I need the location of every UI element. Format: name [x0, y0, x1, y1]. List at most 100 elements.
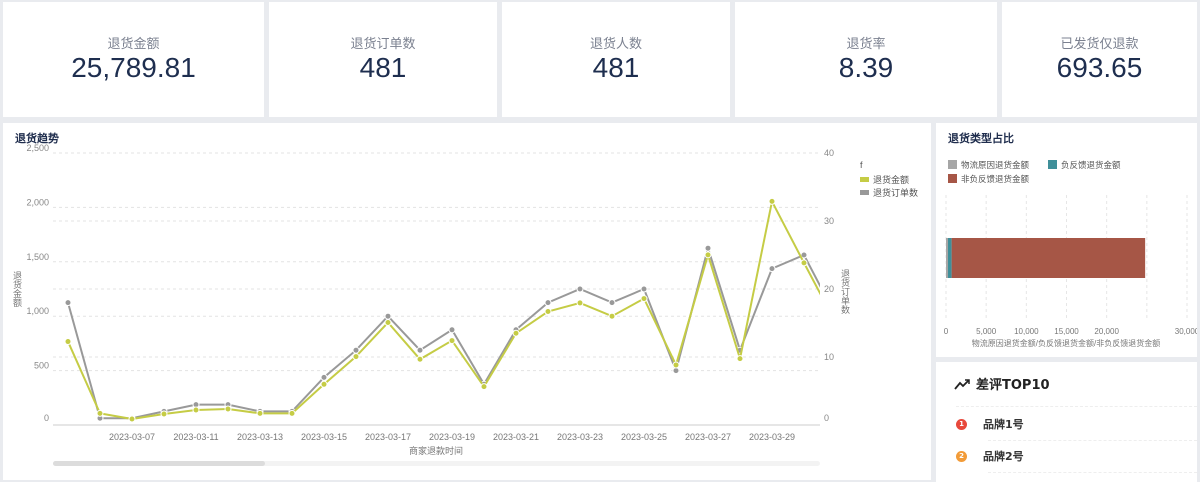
data-point — [192, 406, 200, 414]
data-point — [608, 299, 616, 307]
data-point — [128, 415, 136, 423]
kpi-refund-only: 已发货仅退款 693.65 — [1002, 2, 1197, 117]
kpi-label: 退货金额 — [107, 37, 160, 52]
brand-name: 品牌1号 — [983, 418, 1024, 431]
data-point — [384, 319, 392, 327]
legend-swatch — [860, 177, 869, 182]
y-axis-title: 退货金额 — [12, 271, 22, 308]
data-point — [640, 295, 648, 303]
kpi-value: 481 — [359, 52, 407, 83]
trend-title: 退货趋势 — [15, 132, 59, 145]
horizontal-scrollbar-thumb[interactable] — [53, 461, 265, 466]
legend-title: f — [860, 160, 863, 170]
x-tick-label: 2023-03-19 — [429, 432, 475, 442]
series-line-0 — [67, 198, 820, 421]
trend-panel: 退货趋势 0 500 1,000 1,500 2,000 2,500 0 10 20 30 40 20… — [3, 123, 931, 480]
legend-label: 负反馈退货金额 — [1061, 160, 1121, 170]
kpi-return-rate: 退货率 8.39 — [735, 2, 997, 117]
divider — [988, 472, 1197, 473]
legend-swatch — [948, 174, 957, 183]
y-tick-label: 2,500 — [26, 143, 49, 153]
data-point — [768, 197, 776, 205]
data-point — [320, 373, 328, 381]
divider — [956, 406, 1197, 407]
kpi-label: 退货率 — [846, 37, 886, 52]
data-point — [672, 361, 680, 369]
y2-tick-label: 0 — [824, 413, 829, 423]
kpi-label: 已发货仅退款 — [1060, 37, 1139, 52]
ranking-title: 差评TOP10 — [976, 378, 1050, 393]
x-tick-label: 2023-03-27 — [685, 432, 731, 442]
data-point — [544, 299, 552, 307]
type-share-chart: 0 5,000 10,000 15,000 20,000 30,000 物流原因退货金额/负… — [944, 160, 1197, 348]
data-point — [64, 338, 72, 346]
data-point — [352, 353, 360, 361]
ranking-item[interactable]: 1 品牌1号 — [956, 409, 1024, 439]
kpi-return-orders: 退货订单数 481 — [269, 2, 497, 117]
x-tick-label: 2023-03-25 — [621, 432, 667, 442]
kpi-value: 693.65 — [1056, 52, 1143, 83]
data-point — [416, 355, 424, 363]
ranking-item[interactable]: 3品牌3号 — [956, 473, 1024, 482]
legend-label: 退货金额 — [873, 174, 909, 185]
x-tick-label: 5,000 — [976, 327, 997, 336]
kpi-value: 481 — [592, 52, 640, 83]
legend-swatch — [1048, 160, 1057, 169]
y-tick-label: 2,000 — [26, 197, 49, 207]
y2-tick-label: 20 — [824, 284, 834, 294]
x-tick-label: 20,000 — [1094, 327, 1119, 336]
legend-label: 非负反馈退货金额 — [961, 174, 1030, 184]
data-point — [448, 337, 456, 345]
legend-label: 退货订单数 — [873, 187, 918, 198]
x-tick-label: 2023-03-15 — [301, 432, 347, 442]
x-tick-label: 2023-03-17 — [365, 432, 411, 442]
kpi-label: 退货人数 — [589, 37, 642, 52]
bar-segment-1 — [948, 238, 952, 278]
data-point — [544, 308, 552, 316]
x-tick-label: 15,000 — [1054, 327, 1079, 336]
data-point — [384, 312, 392, 320]
data-point — [608, 312, 616, 320]
plot-area — [64, 197, 839, 423]
type-share-title: 退货类型占比 — [948, 132, 1014, 145]
rank-badge: 1 — [956, 418, 967, 430]
brand-name: 品牌2号 — [983, 450, 1024, 463]
data-point — [736, 355, 744, 363]
type-share-panel: 退货类型占比 0 5,000 10,000 15,000 20,000 30,000 物流原… — [936, 123, 1197, 357]
kpi-value: 8.39 — [838, 52, 894, 83]
y-tick-label: 1,500 — [26, 252, 49, 262]
legend-swatch — [948, 160, 957, 169]
x-tick-label: 2023-03-13 — [237, 432, 283, 442]
data-point — [288, 409, 296, 417]
x-tick-label: 2023-03-29 — [749, 432, 795, 442]
y2-tick-label: 30 — [824, 216, 834, 226]
y-tick-label: 500 — [34, 361, 49, 371]
x-tick-label: 2023-03-07 — [109, 432, 155, 442]
x-tick-label: 2023-03-21 — [493, 432, 539, 442]
ranking-panel: 差评TOP10 1 品牌1号 2 品牌2号 3品牌3号 — [936, 362, 1197, 482]
data-point — [800, 259, 808, 267]
data-point — [224, 405, 232, 413]
kpi-label: 退货订单数 — [350, 37, 416, 52]
divider — [988, 440, 1197, 441]
x-axis-title: 物流原因退货金额/负反馈退货金额/非负反馈退货金额 — [972, 338, 1160, 348]
y2-tick-label: 40 — [824, 148, 834, 158]
data-point — [833, 313, 839, 319]
y2-axis-title: 退货订单数 — [840, 269, 850, 315]
data-point — [480, 383, 488, 391]
y-tick-label: 0 — [44, 413, 49, 423]
ranking-item[interactable]: 2 品牌2号 — [956, 441, 1024, 471]
data-point — [416, 346, 424, 354]
data-point — [576, 285, 584, 293]
data-point — [768, 265, 776, 273]
rank-badge: 2 — [956, 450, 967, 462]
x-tick-label: 10,000 — [1014, 327, 1039, 336]
data-point — [64, 299, 72, 307]
data-point — [576, 299, 584, 307]
trend-up-icon — [954, 378, 970, 390]
bar-segment-2 — [951, 238, 1146, 278]
data-point — [320, 380, 328, 388]
data-point — [640, 285, 648, 293]
data-point — [704, 251, 712, 259]
data-point — [704, 244, 712, 252]
